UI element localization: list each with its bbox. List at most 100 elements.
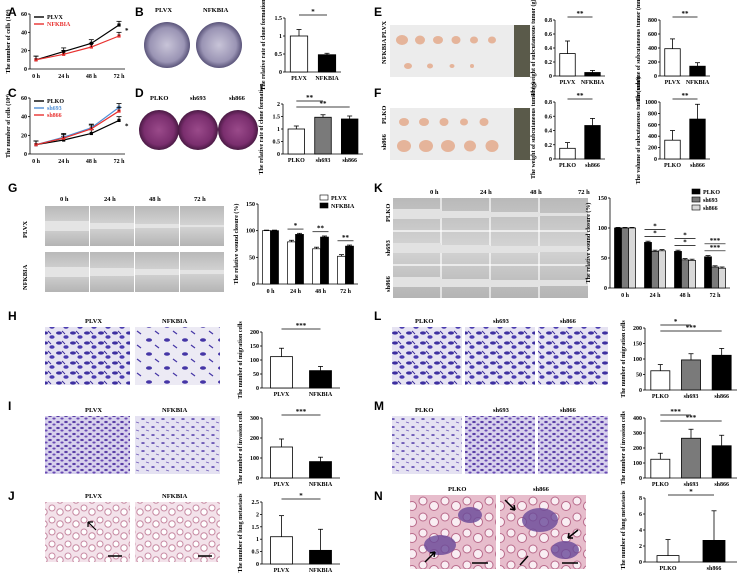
x-tick-label: sh866 — [707, 566, 722, 572]
bar — [340, 118, 359, 155]
panel-j-photos: PLVX NFKBIA — [45, 493, 220, 562]
y-tick-label: 2 — [639, 544, 642, 550]
x-tick-label: 24 h — [290, 289, 302, 295]
significance-label: ** — [317, 225, 325, 233]
x-tick-label: PLKO — [652, 394, 669, 400]
y-tick-label: 100 — [250, 358, 259, 364]
data-point — [62, 52, 66, 56]
photo-label: PLVX — [381, 21, 388, 38]
bar — [688, 260, 696, 289]
x-tick-label: sh866 — [690, 163, 705, 169]
y-axis-label: The volume of subcutaneous tumor (mm³) — [635, 77, 642, 185]
photo-label: sh693 — [385, 239, 392, 256]
y-axis-label: The relative rate of clone formation — [259, 83, 265, 175]
x-tick-label: sh866 — [714, 394, 729, 400]
data-point — [34, 58, 38, 62]
y-tick-label: 20 — [21, 133, 27, 139]
y-tick-label: 800 — [648, 18, 657, 24]
y-tick-label: 0.2 — [545, 143, 553, 149]
legend-label: sh866 — [703, 206, 718, 212]
photo-label: NFKBIA — [162, 407, 188, 414]
chart-A: 0 20 40 60 The number of cells (10⁴) 0 h 24 h 4… — [5, 9, 129, 80]
y-tick-label: 150 — [598, 196, 607, 202]
y-tick-label: 0 — [256, 476, 259, 482]
y-tick-label: 2 — [277, 102, 280, 108]
chart-H: 0 50 100 150 200 The number of migration cell… — [238, 321, 340, 399]
migration-image — [465, 327, 535, 385]
legend-label: NFKBIA — [331, 204, 355, 210]
y-tick-label: 1.5 — [275, 16, 283, 22]
photo-label: sh866 — [385, 275, 392, 292]
legend-label: PLKO — [47, 99, 64, 105]
photo-label: sh693 — [493, 407, 510, 414]
x-tick-label: PLKO — [652, 482, 669, 488]
y-tick-label: 300 — [250, 416, 259, 422]
bar — [559, 53, 576, 77]
photo-label: PLVX — [22, 221, 29, 238]
y-tick-label: 40 — [21, 115, 27, 121]
significance-label: * — [125, 122, 129, 130]
significance-label: ** — [577, 92, 585, 100]
panel-l-photos: PLKO sh693 sh866 — [392, 318, 608, 385]
invasion-image — [392, 416, 462, 474]
x-tick-label: PLVX — [291, 76, 307, 82]
y-axis-label: The number of invasion cells — [238, 411, 244, 485]
y-tick-label: 60 — [21, 96, 27, 102]
significance-label: *** — [710, 237, 721, 245]
y-axis-label: The weight of subcutaneous tumor (g) — [530, 82, 537, 179]
bar — [704, 256, 712, 289]
significance-label: ** — [682, 92, 690, 100]
significance-label: * — [683, 238, 687, 246]
y-tick-label: 0 — [24, 152, 27, 158]
bar — [664, 48, 681, 77]
x-tick-label: NFKBIA — [581, 80, 605, 86]
photo-label: sh866 — [533, 486, 550, 493]
chart-E1: 0 0.2 0.4 0.6 0.8 The weight of subcutaneous … — [530, 0, 605, 97]
y-axis-label: The relative rate of clone formation — [261, 0, 267, 91]
bar — [689, 118, 706, 160]
y-tick-label: 1.5 — [252, 525, 260, 531]
bar — [711, 445, 732, 479]
x-tick-label: 24 h — [650, 293, 662, 299]
bar — [317, 54, 337, 73]
colony-dish — [178, 110, 218, 150]
significance-label: *** — [296, 322, 307, 330]
photo-label: 24 h — [480, 189, 492, 196]
y-tick-label: 100 — [633, 461, 642, 467]
bar — [681, 359, 701, 391]
x-tick-label: sh693 — [684, 394, 699, 400]
colony-dish — [139, 110, 179, 150]
migration-image — [392, 327, 462, 385]
bar — [270, 446, 293, 479]
photo-label: 72 h — [194, 196, 206, 203]
chart-C: 0 20 40 60 The number of cells (10⁴) 0 h 24 h 4… — [5, 94, 129, 165]
significance-label: ** — [577, 10, 585, 18]
x-tick-label: 0 h — [621, 293, 630, 299]
photo-label: 0 h — [430, 189, 439, 196]
bar — [664, 139, 681, 160]
y-tick-label: 0 — [256, 386, 259, 392]
x-tick-label: NFKBIA — [315, 76, 339, 82]
bar — [681, 259, 689, 289]
legend-swatch — [691, 196, 701, 203]
colony-dish — [218, 110, 258, 150]
bar — [650, 458, 671, 479]
y-tick-label: 1.5 — [273, 115, 281, 121]
bar — [628, 227, 636, 289]
significance-label: *** — [686, 324, 697, 332]
x-tick-label: PLKO — [659, 566, 676, 572]
panel-letters: A B C D E F G K H I J L M N — [8, 5, 384, 503]
x-tick-label: NFKBIA — [309, 392, 333, 398]
chart-J: 0 0.5 1 1.5 2 2.5 The number of lung metastasi… — [238, 492, 340, 574]
scratch-images — [45, 206, 224, 292]
bar — [287, 128, 306, 155]
y-axis-label: The number of cells (10⁴) — [5, 9, 12, 73]
y-tick-label: 100 — [633, 357, 642, 363]
panel-d-photos: PLKO sh693 sh866 — [139, 95, 258, 150]
ruler — [514, 25, 530, 77]
photo-label: 24 h — [104, 196, 116, 203]
chart-G: 0 50 100 150 The relative wound closure (%) 0… — [233, 194, 358, 295]
y-tick-label: 8 — [639, 496, 642, 502]
